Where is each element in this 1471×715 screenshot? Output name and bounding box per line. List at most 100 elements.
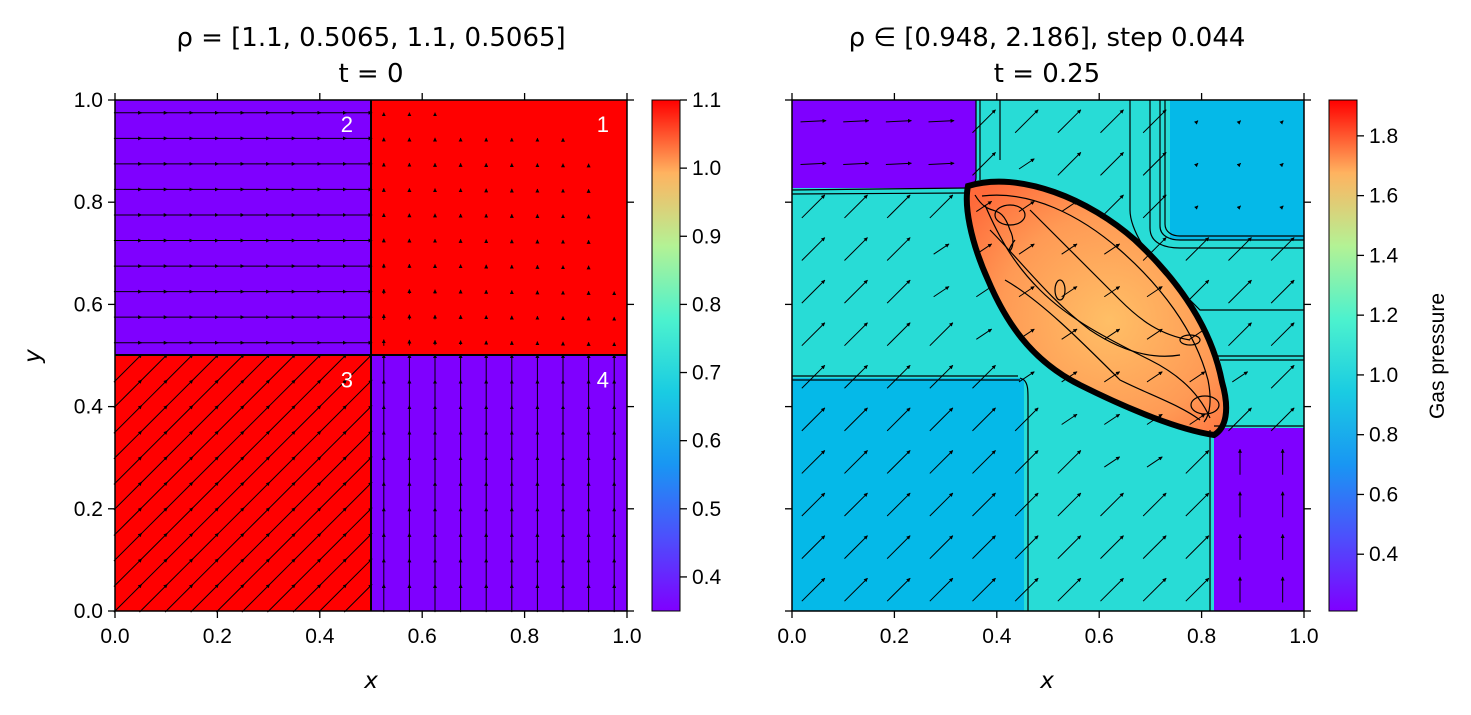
x-tick-label: 1.0 <box>1289 625 1318 648</box>
colorbar-tick-label: 1.6 <box>1369 185 1398 208</box>
quiver-arrow <box>843 118 870 123</box>
right-y-ticks <box>785 99 1311 612</box>
quiver-arrow <box>1104 413 1121 425</box>
quiver-arrow <box>267 507 296 536</box>
y-tick-label: 0.2 <box>74 498 103 521</box>
quiver-arrow <box>113 558 143 587</box>
quiver-arrow <box>164 354 194 383</box>
quiver-arrow <box>929 450 954 474</box>
quiver-arrow <box>318 405 347 434</box>
quiver-arrow <box>801 237 826 261</box>
quiver-arrow <box>139 584 168 613</box>
quiver-arrow <box>1228 237 1252 261</box>
quiver-arrow <box>972 535 996 559</box>
quiver-arrow <box>113 456 143 485</box>
quiver-arrow <box>267 379 296 409</box>
quiver-arrow <box>844 237 868 261</box>
quiver-arrow <box>215 558 245 587</box>
quiver-arrow <box>1100 535 1124 559</box>
y-tick-label: 0.4 <box>74 396 104 419</box>
colorbar-tick-label: 1.2 <box>1369 304 1398 327</box>
quiver-arrow <box>190 532 219 562</box>
quiver-arrow <box>139 558 168 587</box>
quiver-arrow <box>113 354 143 383</box>
quiver-arrow <box>1014 535 1039 559</box>
quiver-arrow <box>972 109 996 134</box>
quiver-arrow <box>164 430 194 460</box>
quiver-arrow <box>972 152 996 176</box>
x-tick-label: 0.6 <box>1085 625 1114 648</box>
quiver-arrow <box>929 194 954 219</box>
quiver-arrow <box>1185 450 1210 474</box>
quiver-arrow <box>1018 243 1035 255</box>
colorbar-tick-label: 1.0 <box>692 157 721 180</box>
quiver-arrow <box>241 532 271 562</box>
quiver-arrow <box>1057 577 1082 602</box>
quiver-arrow <box>1270 407 1295 432</box>
x-tick-label: 0.4 <box>305 625 335 648</box>
quiver-arrow <box>190 456 219 485</box>
quiver-arrow <box>190 481 219 511</box>
x-tick-label: 0.2 <box>203 625 232 648</box>
quiver-arrow <box>801 407 826 432</box>
quiver-arrow <box>800 118 827 123</box>
quiver-arrow <box>215 456 245 485</box>
quiver-arrow <box>1100 577 1124 602</box>
quiver-arrow <box>164 405 194 434</box>
quiver-arrow <box>1014 407 1039 432</box>
quiver-arrow <box>292 430 322 460</box>
quiver-arrow <box>292 405 322 434</box>
quiver-arrow <box>1014 450 1039 474</box>
left-colorbar <box>651 99 681 612</box>
quiver-arrow <box>1142 237 1167 261</box>
quiver-arrow <box>1100 194 1124 219</box>
quiver-arrow <box>1057 492 1082 517</box>
quiver-arrow <box>113 481 143 511</box>
colorbar-tick-label: 1.1 <box>692 89 721 112</box>
quiver-arrow <box>1270 364 1295 389</box>
quiver-arrow <box>267 481 296 511</box>
colorbar-tick-label: 1.0 <box>1369 364 1398 387</box>
quiver-arrow <box>1146 328 1163 340</box>
quiver-arrow <box>1185 237 1210 261</box>
quiver-arrow <box>976 200 993 212</box>
quiver-arrow <box>844 364 868 389</box>
quiver-arrow <box>241 430 271 460</box>
quiver-arrow <box>318 354 347 383</box>
quiver-arrow <box>929 364 954 389</box>
quiver-arrow <box>343 405 373 434</box>
quiver-arrow <box>1146 371 1163 383</box>
quiver-arrow <box>929 492 954 517</box>
quiver-arrow <box>1061 328 1078 340</box>
quiver-arrow <box>113 405 143 434</box>
colorbar-tick-label: 0.6 <box>1369 483 1398 506</box>
quiver-arrow <box>215 507 245 536</box>
quiver-arrow <box>1236 162 1241 168</box>
quiver-arrow <box>292 456 322 485</box>
quiver-arrow <box>215 405 245 434</box>
quiver-arrow <box>190 558 219 587</box>
quiver-arrow <box>1194 205 1199 210</box>
quiver-arrow <box>886 450 911 474</box>
colorbar-tick-label: 1.4 <box>1369 244 1399 267</box>
quiver-arrow <box>318 456 347 485</box>
quiver-arrow <box>343 430 373 460</box>
quiver-arrow <box>215 584 245 613</box>
quiver-arrow <box>318 558 347 587</box>
quiver-arrow <box>928 118 955 123</box>
quiver-arrow <box>886 535 911 559</box>
quiver-arrow <box>1270 322 1295 347</box>
quiver-arrow <box>929 577 954 602</box>
quiver-arrow <box>318 507 347 536</box>
quiver-arrow <box>139 430 168 460</box>
quiver-arrow <box>164 507 194 536</box>
quiver-arrow <box>139 532 168 562</box>
quiver-arrow <box>1228 407 1252 432</box>
quiver-arrow <box>1061 371 1078 383</box>
quiver-arrow <box>1104 371 1121 383</box>
quiver-arrow <box>1189 413 1206 425</box>
quiver-arrow <box>215 481 245 511</box>
quiver-arrow <box>886 364 911 389</box>
region-bottom-right <box>1214 428 1304 611</box>
left-panel: ρ = [1.1, 0.5065, 1.1, 0.5065] t = 0 1 2 3… <box>20 23 722 694</box>
